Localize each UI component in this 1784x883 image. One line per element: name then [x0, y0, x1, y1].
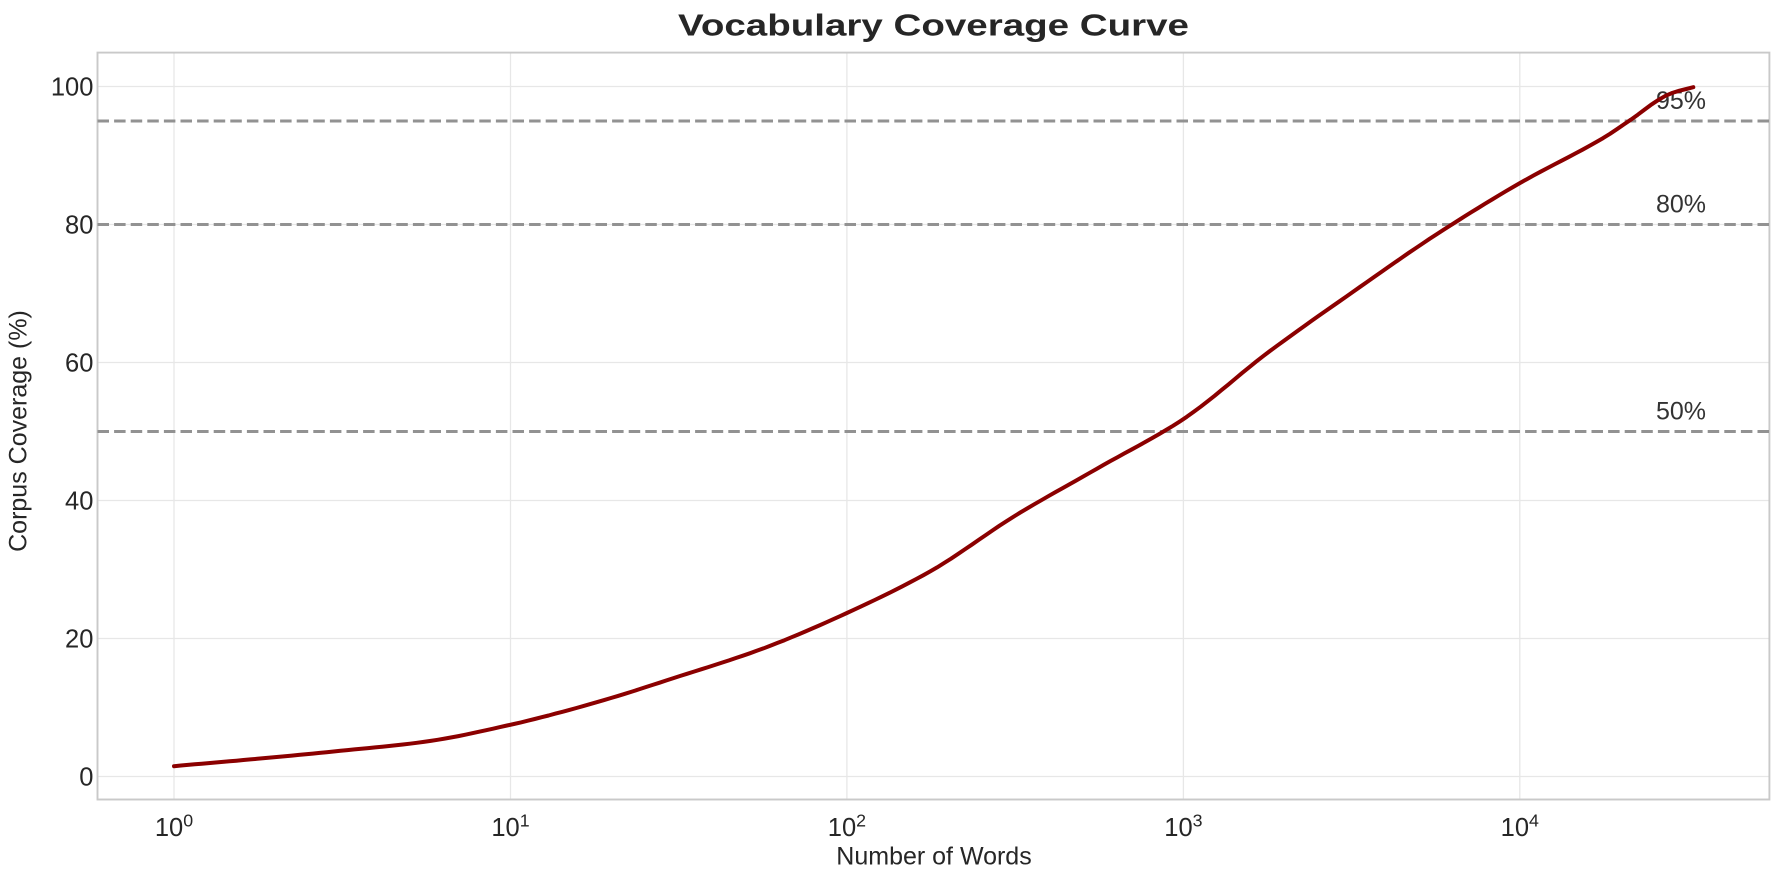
svg-text:0: 0 — [79, 763, 93, 791]
svg-text:Vocabulary Coverage Curve: Vocabulary Coverage Curve — [678, 8, 1189, 43]
svg-text:60: 60 — [65, 349, 93, 377]
svg-text:Number of Words: Number of Words — [836, 843, 1031, 871]
svg-text:50%: 50% — [1656, 398, 1706, 426]
svg-text:20: 20 — [65, 625, 93, 653]
svg-text:100: 100 — [155, 811, 193, 842]
svg-text:100: 100 — [51, 73, 94, 101]
svg-text:40: 40 — [65, 487, 93, 515]
svg-text:Corpus Coverage (%): Corpus Coverage (%) — [5, 310, 33, 552]
svg-text:80: 80 — [65, 211, 93, 239]
svg-text:80%: 80% — [1656, 191, 1706, 219]
